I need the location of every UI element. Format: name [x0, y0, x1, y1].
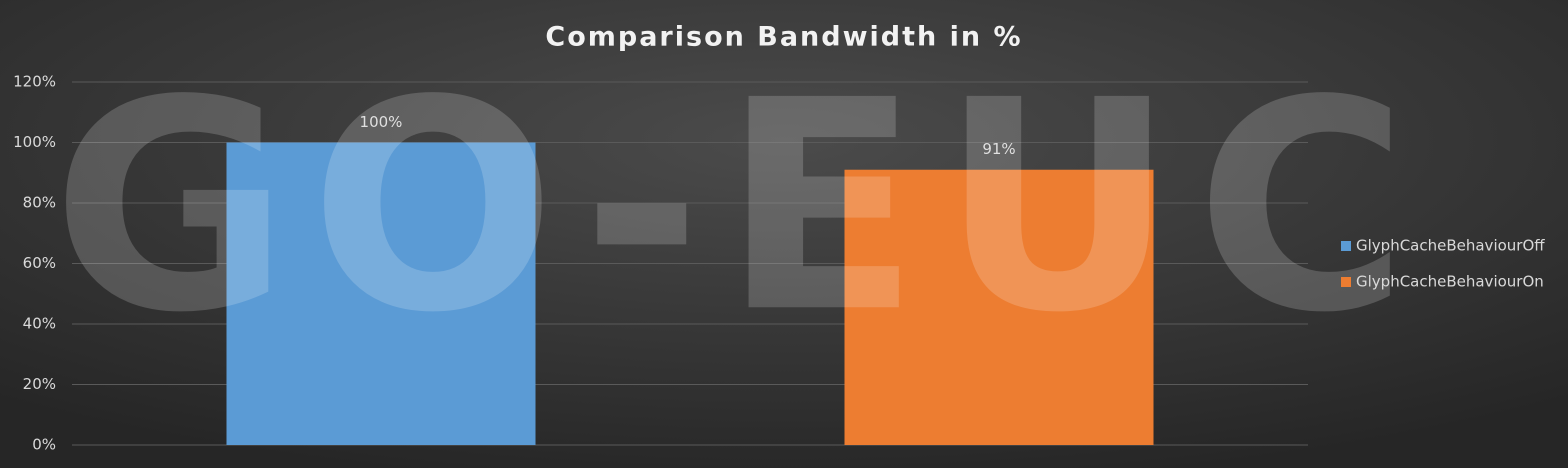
bar	[844, 169, 1154, 445]
legend-label: GlyphCacheBehaviourOff	[1356, 237, 1545, 255]
watermark: GO-EUC	[52, 39, 1429, 376]
y-tick-label: 0%	[32, 436, 56, 454]
data-label: 100%	[360, 113, 403, 131]
chart-title: Comparison Bandwidth in %	[545, 22, 1022, 53]
y-tick-label: 120%	[13, 73, 56, 91]
data-label: 91%	[982, 140, 1015, 158]
y-tick-label: 60%	[23, 254, 56, 272]
bar	[226, 142, 536, 445]
y-tick-label: 20%	[23, 375, 56, 393]
y-tick-label: 100%	[13, 133, 56, 151]
legend-marker	[1341, 277, 1351, 287]
y-tick-label: 80%	[23, 194, 56, 212]
y-tick-label: 40%	[23, 315, 56, 333]
legend-label: GlyphCacheBehaviourOn	[1356, 273, 1544, 291]
legend-marker	[1341, 241, 1351, 251]
